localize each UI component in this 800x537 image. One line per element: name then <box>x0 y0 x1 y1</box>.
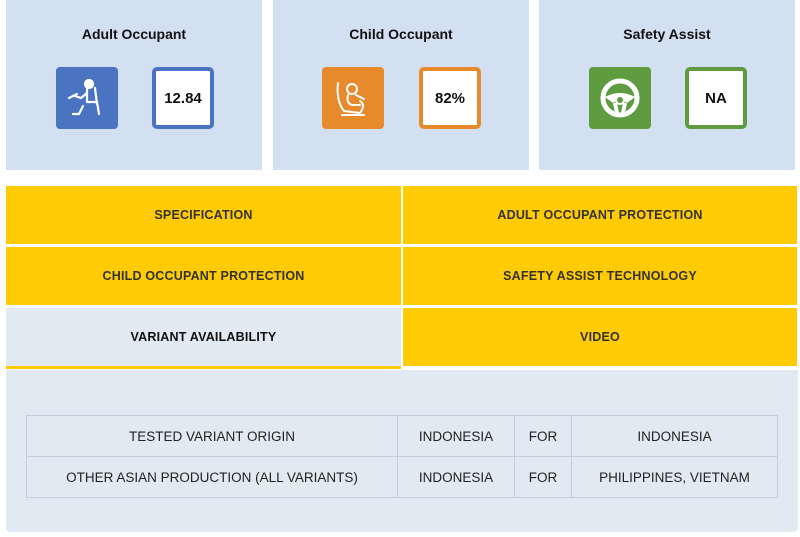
variant-name-cell: TESTED VARIANT ORIGIN <box>26 415 398 457</box>
child-occupant-title: Child Occupant <box>349 26 453 42</box>
market-cell: PHILIPPINES, VIETNAM <box>571 456 778 498</box>
tab-video[interactable]: VIDEO <box>403 308 797 366</box>
tab-adult-occupant-protection[interactable]: ADULT OCCUPANT PROTECTION <box>403 186 797 244</box>
table-row: TESTED VARIANT ORIGIN INDONESIA FOR INDO… <box>26 415 778 457</box>
tab-child-occupant-protection[interactable]: CHILD OCCUPANT PROTECTION <box>6 247 401 305</box>
variant-table: TESTED VARIANT ORIGIN INDONESIA FOR INDO… <box>26 415 778 498</box>
for-cell: FOR <box>514 456 572 498</box>
tab-safety-assist-technology[interactable]: SAFETY ASSIST TECHNOLOGY <box>403 247 797 305</box>
safety-assist-score: NA <box>685 67 747 129</box>
tab-variant-availability[interactable]: VARIANT AVAILABILITY <box>6 308 401 369</box>
child-occupant-card: Child Occupant 82% <box>273 0 529 170</box>
market-cell: INDONESIA <box>571 415 778 457</box>
child-occupant-score: 82% <box>419 67 481 129</box>
origin-country-cell: INDONESIA <box>397 456 515 498</box>
safety-assist-title: Safety Assist <box>623 26 711 42</box>
table-row: OTHER ASIAN PRODUCTION (ALL VARIANTS) IN… <box>26 456 778 498</box>
adult-occupant-score: 12.84 <box>152 67 214 129</box>
adult-occupant-title: Adult Occupant <box>81 26 187 42</box>
variant-availability-panel: TESTED VARIANT ORIGIN INDONESIA FOR INDO… <box>6 370 798 532</box>
origin-country-cell: INDONESIA <box>397 415 515 457</box>
steering-wheel-icon <box>589 67 651 129</box>
adult-occupant-card: Adult Occupant 12.84 <box>6 0 262 170</box>
variant-name-cell: OTHER ASIAN PRODUCTION (ALL VARIANTS) <box>26 456 398 498</box>
tab-specification[interactable]: SPECIFICATION <box>6 186 401 244</box>
child-seat-icon <box>322 67 384 129</box>
adult-seated-icon <box>56 67 118 129</box>
safety-assist-card: Safety Assist NA <box>539 0 795 170</box>
for-cell: FOR <box>514 415 572 457</box>
